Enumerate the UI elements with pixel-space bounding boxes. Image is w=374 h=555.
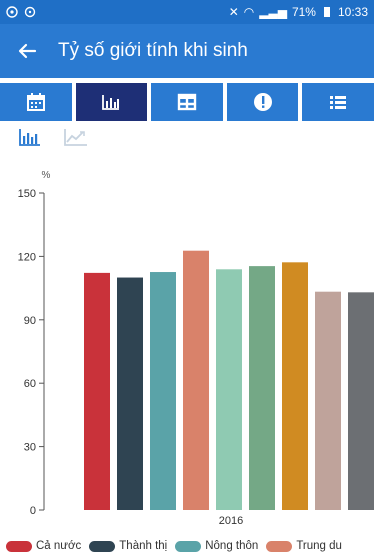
calendar-icon xyxy=(26,93,45,111)
status-bar: ✕ ◠ ▂▃▅ 71% 10:33 xyxy=(0,0,374,24)
y-tick-label: 0 xyxy=(30,505,36,517)
bar-4 xyxy=(183,250,209,510)
arrow-left-icon xyxy=(18,43,37,59)
app-bar: Tỷ số giới tính khi sinh xyxy=(0,24,374,78)
bar-chart-icon xyxy=(19,129,40,146)
back-button[interactable] xyxy=(0,24,54,78)
y-axis-label: % xyxy=(42,170,51,181)
x-tick-label: 2016 xyxy=(219,515,243,527)
bar-2 xyxy=(117,277,143,510)
tab-alert[interactable] xyxy=(226,83,299,121)
view-tabs xyxy=(0,78,374,124)
line-chart-icon xyxy=(64,129,87,146)
legend-swatch xyxy=(175,540,202,552)
tab-list[interactable] xyxy=(302,83,374,121)
y-tick-label: 60 xyxy=(24,378,36,390)
y-tick-label: 90 xyxy=(24,315,36,327)
tab-table[interactable] xyxy=(151,83,223,121)
legend-label: Cả nước xyxy=(36,540,82,552)
legend-swatch xyxy=(266,540,293,552)
y-tick-label: 30 xyxy=(24,442,36,454)
bar-1 xyxy=(84,272,110,510)
mute-icon: ✕ xyxy=(228,5,239,19)
legend-item[interactable]: Nông thôn xyxy=(175,540,258,552)
bar-6 xyxy=(249,266,275,510)
legend-label: Trung du xyxy=(296,540,342,552)
bar-3 xyxy=(150,272,176,510)
bar-8 xyxy=(315,291,341,510)
legend-label: Thành thị xyxy=(119,540,168,552)
legend-swatch xyxy=(89,540,116,552)
battery-level: 71% xyxy=(291,5,316,19)
chart-type-toggle xyxy=(0,126,374,150)
table-icon xyxy=(177,93,197,111)
legend-label: Nông thôn xyxy=(205,540,259,552)
sync-icon xyxy=(24,6,36,18)
y-tick-label: 120 xyxy=(18,251,36,263)
bar-7 xyxy=(282,262,308,510)
page-title: Tỷ số giới tính khi sinh xyxy=(58,40,248,61)
bar-9 xyxy=(348,292,374,510)
line-chart-toggle[interactable] xyxy=(62,126,90,148)
legend-item[interactable]: Trung du xyxy=(266,540,342,552)
alert-icon xyxy=(253,93,272,111)
bar-5 xyxy=(216,269,242,510)
legend-item[interactable]: Cả nước xyxy=(6,540,81,552)
list-icon xyxy=(330,96,347,109)
bar-chart: % 0 30 60 90 120 150 2016 xyxy=(18,170,374,527)
tab-calendar[interactable] xyxy=(0,83,72,121)
bar-chart-toggle[interactable] xyxy=(16,126,44,148)
battery-icon xyxy=(323,7,330,17)
legend-item[interactable]: Thành thị xyxy=(89,540,167,552)
bar-chart-icon xyxy=(102,95,120,110)
legend-swatch xyxy=(6,540,32,552)
signal-icon: ▂▃▅ xyxy=(259,5,287,19)
status-time: 10:33 xyxy=(337,5,368,19)
y-tick-label: 150 xyxy=(18,188,36,200)
soccer-ball-icon xyxy=(6,6,18,18)
chart-area: % 0 30 60 90 120 150 2016 xyxy=(0,160,374,530)
wifi-icon: ◠ xyxy=(243,5,255,19)
chart-legend: Cả nước Thành thị Nông thôn Trung du xyxy=(0,537,374,555)
tab-chart[interactable] xyxy=(75,83,148,121)
